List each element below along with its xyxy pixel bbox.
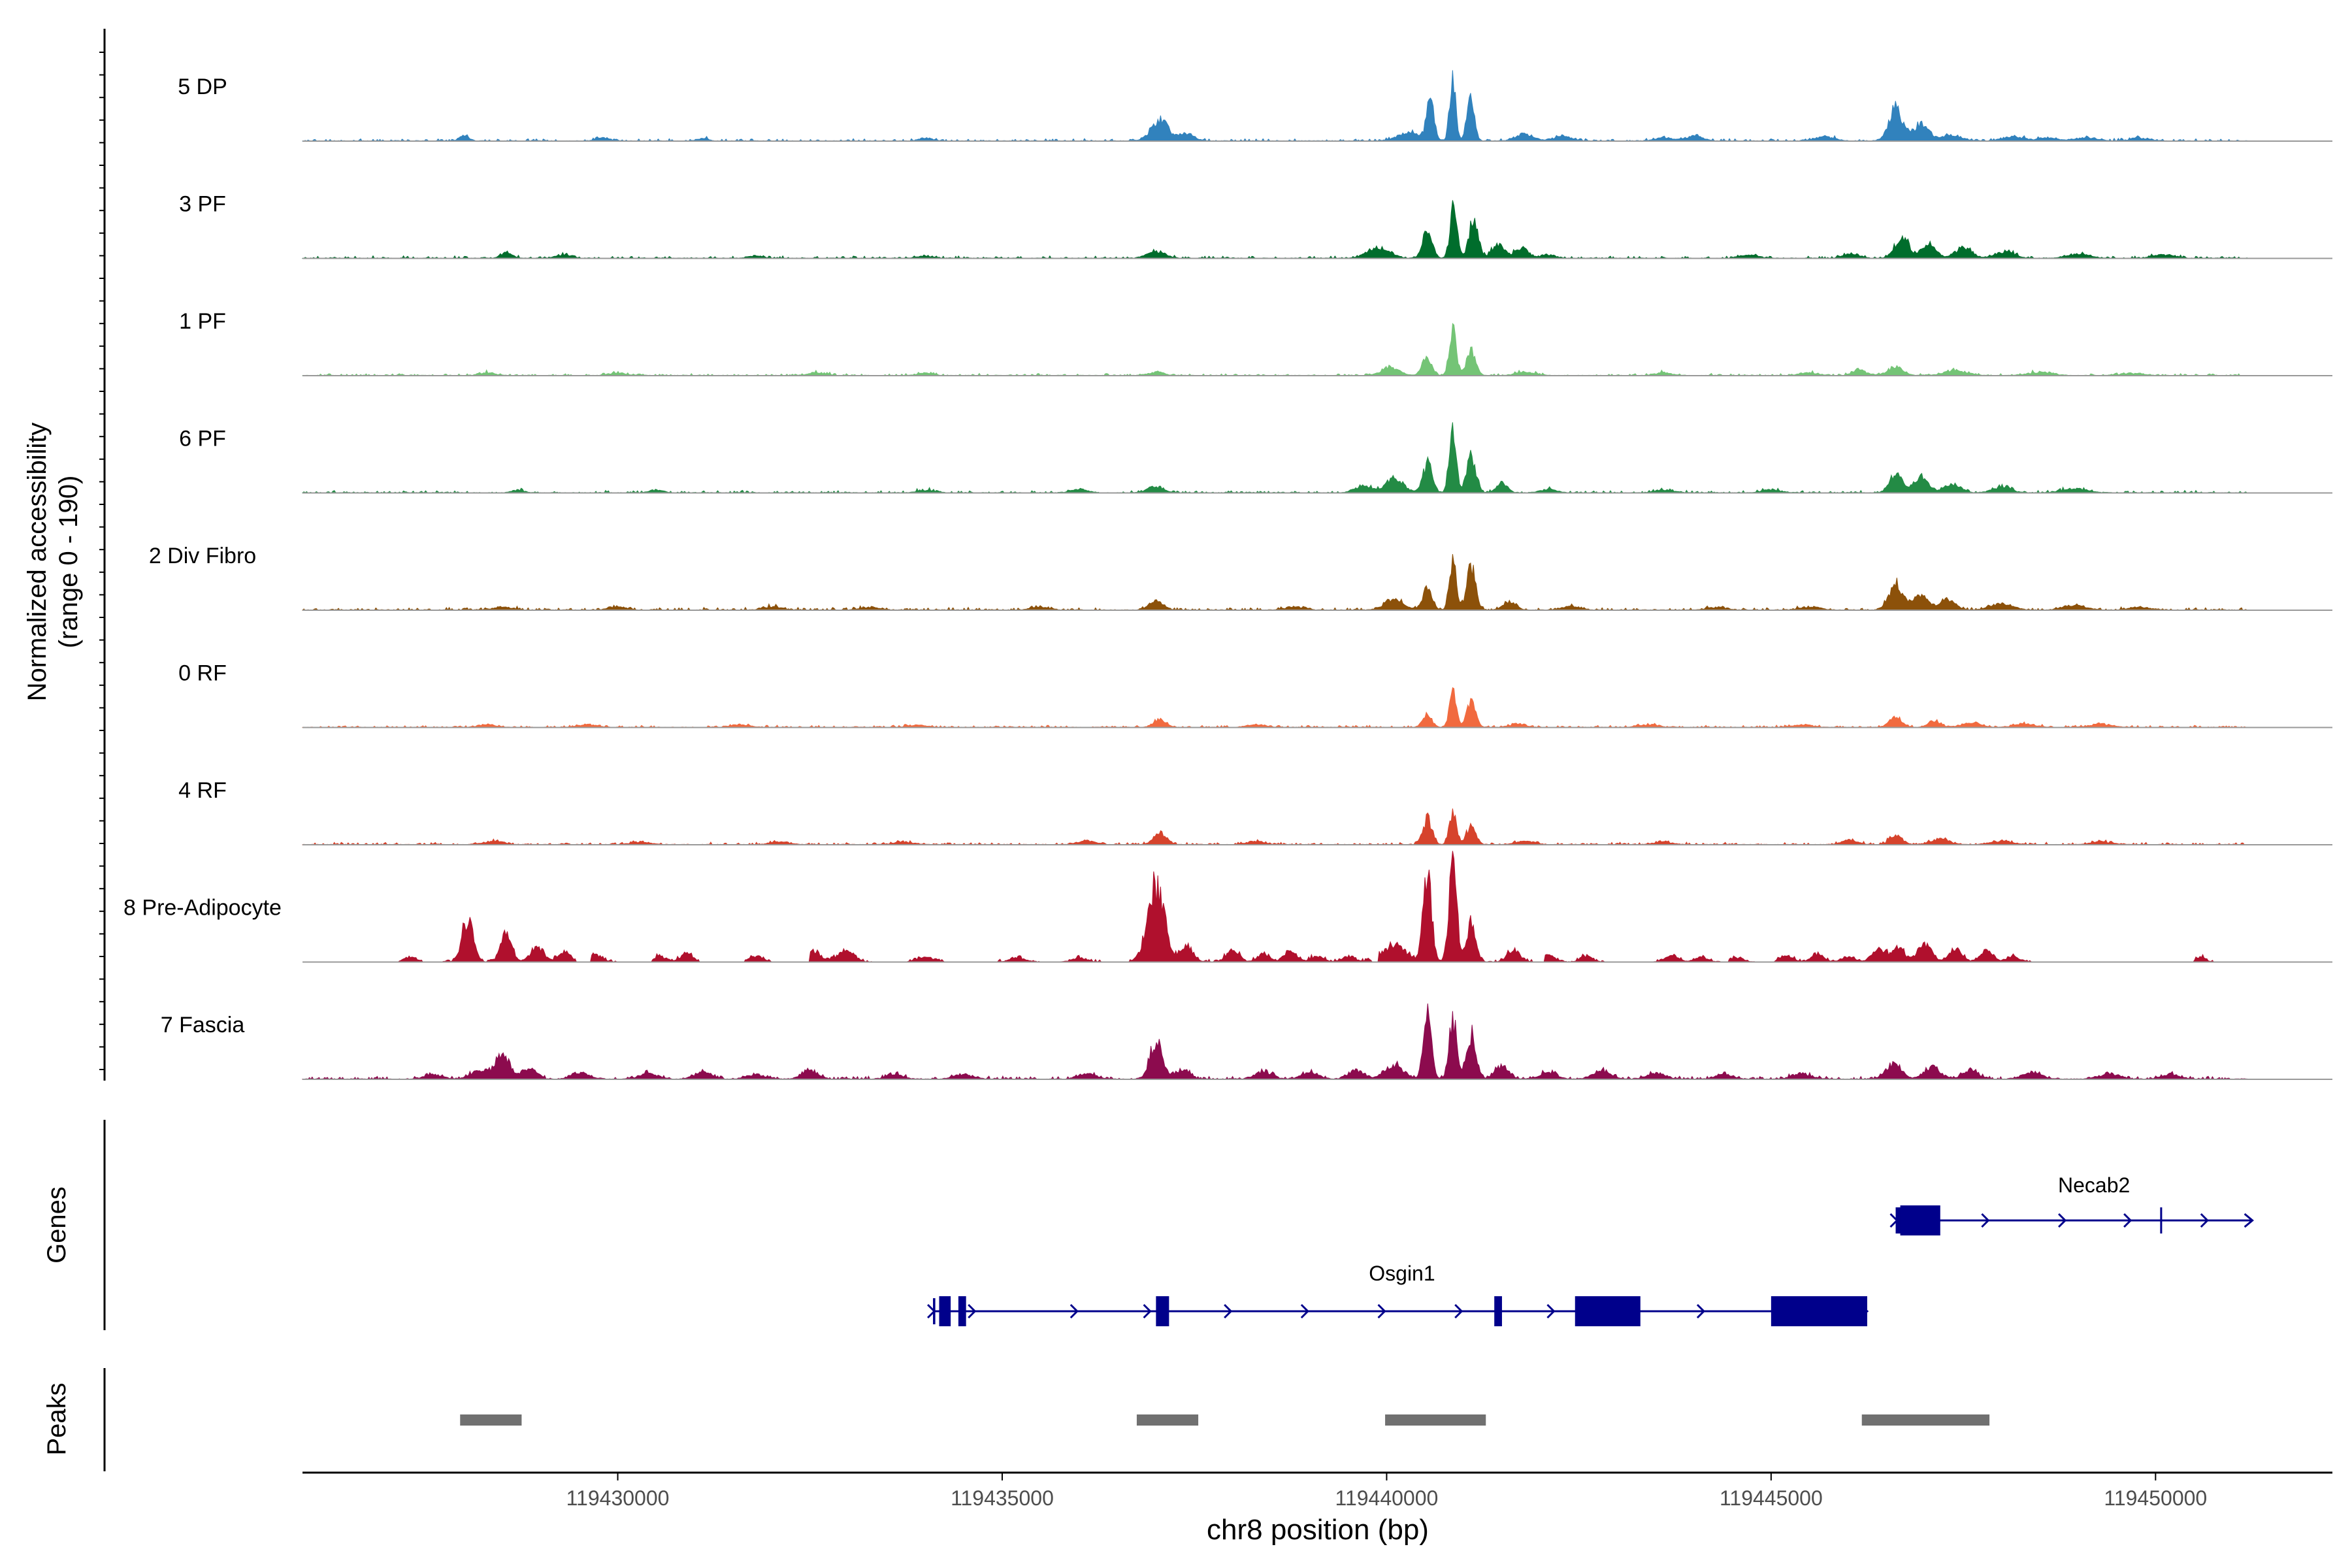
track-5: 2 Div Fibro <box>149 544 2332 611</box>
exon <box>1494 1296 1502 1326</box>
coverage-area <box>302 323 2247 376</box>
exon <box>1771 1296 1867 1326</box>
exon <box>2160 1207 2163 1233</box>
genes-label: Genes <box>42 1186 71 1264</box>
strand-arrow <box>1224 1303 1233 1319</box>
track-6: 0 RF <box>178 661 2332 728</box>
strand-arrow <box>1300 1303 1309 1319</box>
strand-arrow <box>1454 1303 1463 1319</box>
x-tick-label: 119435000 <box>951 1486 1054 1510</box>
coverage-tracks: 5 DP 3 PF 1 PF 6 PF 2 Div Fibro 0 RF 4 RF 8 Pre… <box>123 70 2332 1080</box>
exon <box>1575 1296 1641 1326</box>
exon <box>1900 1205 1940 1235</box>
exon <box>939 1296 951 1326</box>
strand-arrow <box>1546 1303 1556 1319</box>
strand-arrow <box>2058 1213 2067 1228</box>
peak-regions <box>460 1414 1990 1426</box>
track-label: 6 PF <box>179 427 226 451</box>
y-axis-label-range: (range 0 - 190) <box>54 476 83 649</box>
track-label: 7 Fascia <box>161 1013 245 1037</box>
x-tick-label: 119450000 <box>2104 1486 2207 1510</box>
coverage-area <box>302 1003 2247 1080</box>
track-4: 6 PF <box>179 422 2332 494</box>
peak-region <box>1136 1414 1199 1426</box>
peak-region <box>460 1414 522 1426</box>
x-tick-label: 119430000 <box>566 1486 670 1510</box>
strand-arrow <box>2244 1213 2254 1228</box>
x-tick-label: 119440000 <box>1335 1486 1439 1510</box>
gene-label: Necab2 <box>2058 1173 2130 1197</box>
track-8: 8 Pre-Adipocyte <box>123 851 2332 963</box>
coverage-area <box>302 200 2247 259</box>
y-axis <box>99 29 106 1081</box>
track-3: 1 PF <box>179 309 2332 376</box>
track-7: 4 RF <box>178 778 2332 845</box>
coverage-area <box>302 687 2247 728</box>
strand-arrow <box>1070 1303 1079 1319</box>
gene-annotations: Necab2 Osgin1 <box>926 1173 2254 1326</box>
track-label: 1 PF <box>179 309 226 334</box>
exon <box>958 1296 966 1326</box>
peak-region <box>1861 1414 1990 1426</box>
gene-label: Osgin1 <box>1369 1262 1435 1285</box>
track-label: 8 Pre-Adipocyte <box>123 896 282 921</box>
strand-arrow <box>1981 1213 1990 1228</box>
track-1: 5 DP <box>178 70 2332 142</box>
strand-arrow <box>1696 1303 1706 1319</box>
exon <box>1895 1207 1901 1233</box>
exon <box>1156 1296 1169 1326</box>
track-2: 3 PF <box>179 192 2332 259</box>
gene-osgin1: Osgin1 <box>926 1262 1869 1326</box>
coverage-area <box>302 554 2247 611</box>
peaks-label: Peaks <box>42 1382 71 1455</box>
strand-arrow <box>2123 1213 2132 1228</box>
strand-arrow <box>1143 1303 1152 1319</box>
coverage-area <box>302 422 2247 494</box>
track-9: 7 Fascia <box>161 1003 2332 1080</box>
y-axis-label: Normalized accessibility <box>23 423 52 702</box>
peak-region <box>1385 1414 1486 1426</box>
coverage-area <box>302 851 2247 962</box>
x-tick-label: 119445000 <box>1720 1486 1823 1510</box>
track-label: 5 DP <box>178 74 227 99</box>
track-label: 3 PF <box>179 192 226 217</box>
x-axis: 119430000 119435000 119440000 119445000 1194… <box>302 1471 2332 1510</box>
gene-necab2: Necab2 <box>1889 1173 2254 1235</box>
strand-arrow <box>968 1303 977 1319</box>
track-label: 4 RF <box>178 778 227 803</box>
strand-arrow <box>2200 1213 2209 1228</box>
strand-arrow <box>1377 1303 1386 1319</box>
coverage-area <box>302 70 2247 142</box>
coverage-area <box>302 808 2247 845</box>
exon <box>933 1298 936 1324</box>
track-label: 2 Div Fibro <box>149 544 256 568</box>
track-label: 0 RF <box>178 661 227 686</box>
x-axis-label: chr8 position (bp) <box>1207 1514 1429 1546</box>
